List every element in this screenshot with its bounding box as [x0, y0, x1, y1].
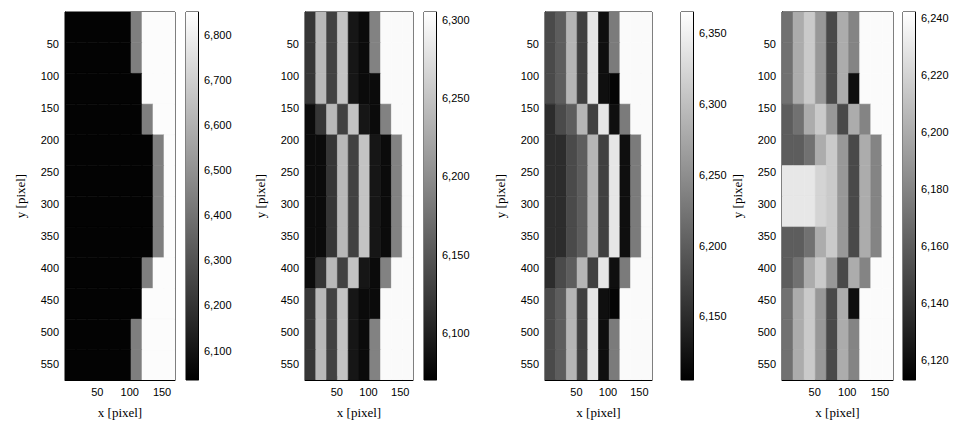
svg-text:6,240: 6,240 — [921, 12, 949, 24]
svg-text:350: 350 — [41, 230, 59, 242]
svg-text:150: 150 — [153, 386, 171, 398]
svg-text:450: 450 — [281, 294, 299, 306]
svg-text:500: 500 — [521, 326, 539, 338]
svg-text:450: 450 — [521, 294, 539, 306]
svg-text:50: 50 — [287, 38, 299, 50]
svg-text:100: 100 — [758, 70, 776, 82]
svg-text:150: 150 — [41, 102, 59, 114]
svg-text:250: 250 — [521, 166, 539, 178]
svg-text:50: 50 — [527, 38, 539, 50]
svg-text:6,700: 6,700 — [204, 74, 232, 86]
svg-text:6,300: 6,300 — [699, 98, 727, 110]
svg-text:6,100: 6,100 — [204, 345, 232, 357]
svg-text:400: 400 — [41, 262, 59, 274]
svg-text:6,300: 6,300 — [442, 14, 470, 26]
svg-text:400: 400 — [281, 262, 299, 274]
svg-text:x [pixel]: x [pixel] — [576, 405, 620, 420]
svg-text:50: 50 — [47, 38, 59, 50]
svg-text:6,200: 6,200 — [442, 170, 470, 182]
svg-text:6,180: 6,180 — [921, 183, 949, 195]
svg-text:350: 350 — [281, 230, 299, 242]
svg-text:400: 400 — [521, 262, 539, 274]
svg-text:50: 50 — [764, 38, 776, 50]
svg-text:550: 550 — [758, 358, 776, 370]
svg-text:100: 100 — [359, 386, 377, 398]
svg-text:450: 450 — [41, 294, 59, 306]
svg-text:6,200: 6,200 — [204, 299, 232, 311]
svg-text:400: 400 — [758, 262, 776, 274]
svg-text:x [pixel]: x [pixel] — [337, 405, 381, 420]
svg-text:500: 500 — [41, 326, 59, 338]
svg-text:6,150: 6,150 — [699, 310, 727, 322]
svg-text:50: 50 — [331, 386, 343, 398]
svg-text:6,140: 6,140 — [921, 297, 949, 309]
svg-text:250: 250 — [758, 166, 776, 178]
svg-text:100: 100 — [281, 70, 299, 82]
svg-text:350: 350 — [758, 230, 776, 242]
svg-text:150: 150 — [871, 386, 889, 398]
svg-text:500: 500 — [758, 326, 776, 338]
svg-text:200: 200 — [41, 134, 59, 146]
svg-text:y [pixel]: y [pixel] — [493, 174, 508, 218]
svg-text:6,200: 6,200 — [699, 240, 727, 252]
svg-text:350: 350 — [521, 230, 539, 242]
svg-text:500: 500 — [281, 326, 299, 338]
svg-text:6,220: 6,220 — [921, 69, 949, 81]
svg-text:6,600: 6,600 — [204, 119, 232, 131]
svg-text:6,100: 6,100 — [442, 327, 470, 339]
svg-text:450: 450 — [758, 294, 776, 306]
svg-text:50: 50 — [570, 386, 582, 398]
svg-text:y [pixel]: y [pixel] — [253, 174, 268, 218]
svg-text:550: 550 — [41, 358, 59, 370]
svg-text:150: 150 — [758, 102, 776, 114]
svg-text:6,800: 6,800 — [204, 29, 232, 41]
svg-text:6,200: 6,200 — [921, 126, 949, 138]
svg-text:100: 100 — [41, 70, 59, 82]
svg-text:250: 250 — [281, 166, 299, 178]
svg-text:6,500: 6,500 — [204, 164, 232, 176]
svg-text:6,400: 6,400 — [204, 209, 232, 221]
svg-text:6,160: 6,160 — [921, 240, 949, 252]
svg-text:y [pixel]: y [pixel] — [13, 174, 28, 218]
svg-text:250: 250 — [41, 166, 59, 178]
svg-text:200: 200 — [281, 134, 299, 146]
svg-text:200: 200 — [758, 134, 776, 146]
svg-text:x [pixel]: x [pixel] — [815, 405, 859, 420]
svg-text:100: 100 — [838, 386, 856, 398]
svg-text:x [pixel]: x [pixel] — [98, 405, 142, 420]
svg-text:6,300: 6,300 — [204, 254, 232, 266]
svg-text:200: 200 — [521, 134, 539, 146]
svg-text:300: 300 — [41, 198, 59, 210]
svg-text:100: 100 — [599, 386, 617, 398]
svg-text:300: 300 — [281, 198, 299, 210]
svg-text:6,350: 6,350 — [699, 27, 727, 39]
svg-text:550: 550 — [521, 358, 539, 370]
svg-text:y [pixel]: y [pixel] — [730, 174, 745, 218]
svg-text:6,250: 6,250 — [442, 92, 470, 104]
svg-text:6,120: 6,120 — [921, 354, 949, 366]
svg-text:150: 150 — [630, 386, 648, 398]
svg-text:50: 50 — [809, 386, 821, 398]
svg-text:6,150: 6,150 — [442, 249, 470, 261]
svg-text:100: 100 — [121, 386, 139, 398]
svg-text:150: 150 — [521, 102, 539, 114]
svg-text:300: 300 — [758, 198, 776, 210]
svg-text:550: 550 — [281, 358, 299, 370]
svg-text:300: 300 — [521, 198, 539, 210]
svg-text:6,250: 6,250 — [699, 169, 727, 181]
svg-text:100: 100 — [521, 70, 539, 82]
svg-text:50: 50 — [91, 386, 103, 398]
svg-text:150: 150 — [391, 386, 409, 398]
svg-text:150: 150 — [281, 102, 299, 114]
